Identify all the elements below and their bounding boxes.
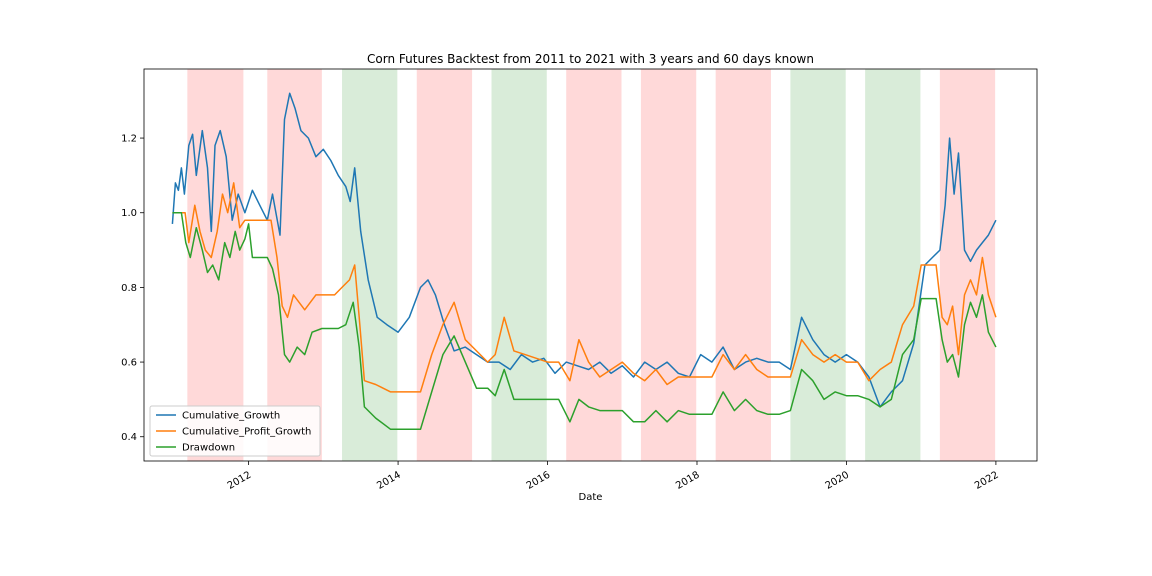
shaded-region-6 (566, 69, 622, 461)
shaded-region-11 (939, 69, 996, 461)
y-axis: 0.4 0.6 0.8 1.0 1.2 (121, 134, 144, 443)
x-tick-label: 2012 (226, 470, 254, 492)
y-tick-label: 1.0 (121, 208, 137, 219)
y-tick-label: 0.8 (121, 283, 137, 294)
series-line-drawdown (172, 211, 997, 431)
shaded-region-7 (640, 69, 697, 461)
y-tick-label: 1.2 (121, 134, 137, 145)
legend-label: Cumulative_Growth (182, 411, 280, 422)
x-tick-label: 2014 (375, 470, 403, 492)
shaded-region-2 (267, 69, 322, 461)
shaded-region-5 (491, 69, 547, 461)
x-tick-label: 2020 (824, 470, 852, 492)
series-line-cumulative-profit-growth (172, 182, 997, 393)
legend-label: Cumulative_Profit_Growth (182, 427, 311, 438)
shaded-region-9 (790, 69, 846, 461)
legend-label: Drawdown (182, 443, 235, 454)
legend-box (149, 405, 321, 457)
y-tick-label: 0.6 (121, 358, 137, 369)
plot-frame (143, 68, 1038, 462)
x-tick-label: 2018 (674, 470, 702, 492)
shaded-region-4 (416, 69, 473, 461)
shaded-region-3 (342, 69, 398, 461)
chart-title: Corn Futures Backtest from 2011 to 2021 … (367, 52, 814, 66)
x-axis: 2012 2014 2016 2018 2020 2022 (226, 461, 1001, 492)
y-tick-label: 0.4 (121, 432, 137, 443)
x-axis-title: Date (579, 492, 603, 503)
series-line-cumulative-growth (171, 92, 997, 408)
shaded-region-1 (187, 69, 244, 461)
series-lines (171, 92, 997, 431)
x-tick-label: 2016 (525, 470, 553, 492)
legend: Cumulative_Growth Cumulative_Profit_Growt… (149, 405, 321, 457)
x-tick-label: 2022 (973, 470, 1001, 492)
